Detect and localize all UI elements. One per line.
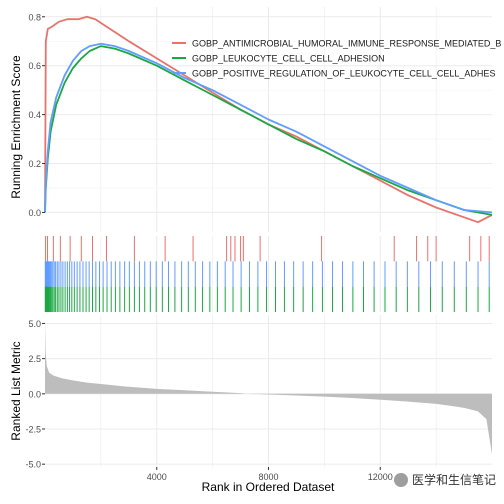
y-tick-label: 2.5	[28, 354, 41, 364]
hit-panel	[44, 236, 490, 312]
bottom-y-axis-label: Ranked List Metric	[9, 341, 23, 440]
y-tick-label: 0.8	[28, 12, 41, 22]
hit-panel-gridlines	[100, 236, 437, 312]
y-tick-label: 0.4	[28, 110, 41, 120]
top-panel-gridlines	[45, 7, 492, 232]
bottom-panel-gridlines	[45, 315, 492, 467]
top-y-axis: 0.0 0.2 0.4 0.6 0.8	[28, 12, 45, 218]
legend-label-1: GOBP_ANTIMICROBIAL_HUMORAL_IMMUNE_RESPON…	[192, 39, 501, 49]
y-tick-label: 0.2	[28, 159, 41, 169]
x-tick-label: 12000	[368, 472, 393, 482]
x-axis: 4000 8000 12000	[147, 467, 393, 482]
series-line-1	[44, 15, 493, 224]
y-tick-label: 5.0	[28, 319, 41, 329]
bottom-panel: 5.0 2.5 0.0 -2.5 -5.0 Ranked List Metric 400…	[9, 315, 492, 494]
y-tick-label: 0.0	[28, 389, 41, 399]
x-tick-label: 4000	[147, 472, 167, 482]
top-panel: 0.0 0.2 0.4 0.6 0.8 Running Enrichment Score…	[9, 7, 501, 232]
watermark: 医学和生信笔记	[393, 471, 496, 488]
x-tick-label: 8000	[258, 472, 278, 482]
top-y-axis-label: Running Enrichment Score	[9, 55, 23, 199]
y-tick-label: -2.5	[25, 425, 41, 435]
legend-label-2: GOBP_LEUKOCYTE_CELL_CELL_ADHESION	[192, 54, 385, 64]
legend-label-3: GOBP_POSITIVE_REGULATION_OF_LEUKOCYTE_CE…	[192, 69, 495, 79]
y-tick-label: 0.6	[28, 61, 41, 71]
y-tick-label: 0.0	[28, 208, 41, 218]
wechat-icon	[393, 472, 408, 487]
series-line-3	[44, 42, 493, 214]
hit-ticks	[44, 236, 490, 312]
series-line-2	[44, 45, 493, 216]
y-tick-label: -5.0	[25, 460, 41, 470]
x-axis-label: Rank in Ordered Dataset	[202, 480, 335, 494]
running-score-lines	[44, 15, 493, 224]
legend: GOBP_ANTIMICROBIAL_HUMORAL_IMMUNE_RESPON…	[172, 39, 501, 79]
watermark-text: 医学和生信笔记	[411, 473, 496, 487]
bottom-y-axis: 5.0 2.5 0.0 -2.5 -5.0	[25, 319, 45, 470]
